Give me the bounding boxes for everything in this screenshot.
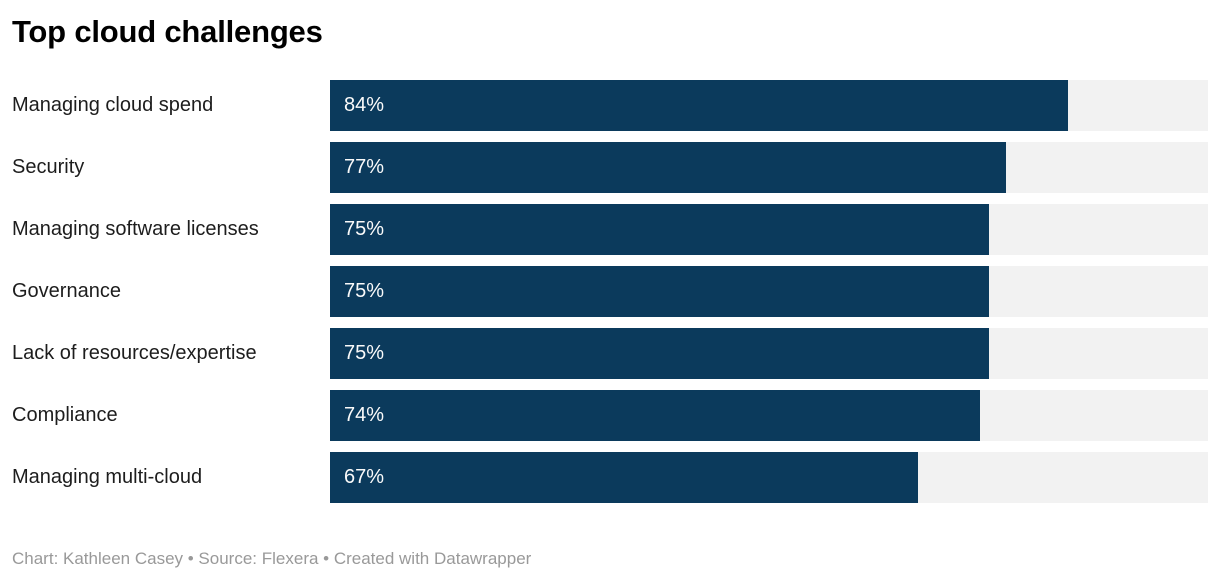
chart-row: Managing multi-cloud 67% — [12, 451, 1208, 503]
bar-fill: 75% — [330, 203, 989, 255]
chart-row: Lack of resources/expertise 75% — [12, 327, 1208, 379]
row-label: Managing multi-cloud — [12, 466, 203, 489]
bar-value-label: 67% — [344, 465, 385, 488]
page-title: Top cloud challenges — [12, 14, 323, 49]
bar-fill: 67% — [330, 451, 919, 503]
bar-track: 75% — [330, 203, 1208, 255]
chart-row: Governance 75% — [12, 265, 1208, 317]
bar-fill: 75% — [330, 327, 989, 379]
bar-track: 74% — [330, 389, 1208, 441]
row-label: Managing cloud spend — [12, 94, 214, 117]
footer-attribution: Chart: Kathleen Casey • Source: Flexera … — [12, 548, 532, 568]
bar-fill: 84% — [330, 79, 1068, 131]
bar-value-label: 74% — [344, 403, 385, 426]
chart-row: Managing cloud spend 84% — [12, 79, 1208, 131]
bar-chart: Managing cloud spend 84% Security 77% Managi… — [12, 79, 1208, 503]
row-label: Security — [12, 156, 85, 179]
bar-track: 75% — [330, 265, 1208, 317]
bar-value-label: 75% — [344, 279, 385, 302]
bar-track: 67% — [330, 451, 1208, 503]
bar-track: 77% — [330, 141, 1208, 193]
row-label: Compliance — [12, 404, 118, 427]
bar-fill: 77% — [330, 141, 1007, 193]
bar-fill: 75% — [330, 265, 989, 317]
row-label: Governance — [12, 280, 121, 303]
row-label: Lack of resources/expertise — [12, 342, 257, 365]
bar-value-label: 75% — [344, 217, 385, 240]
chart-row: Compliance 74% — [12, 389, 1208, 441]
bar-value-label: 77% — [344, 155, 385, 178]
chart-row: Managing software licenses 75% — [12, 203, 1208, 255]
chart-row: Security 77% — [12, 141, 1208, 193]
row-label: Managing software licenses — [12, 218, 259, 241]
bar-fill: 74% — [330, 389, 980, 441]
bar-value-label: 84% — [344, 93, 385, 116]
bar-track: 75% — [330, 327, 1208, 379]
bar-value-label: 75% — [344, 341, 385, 364]
bar-track: 84% — [330, 79, 1208, 131]
